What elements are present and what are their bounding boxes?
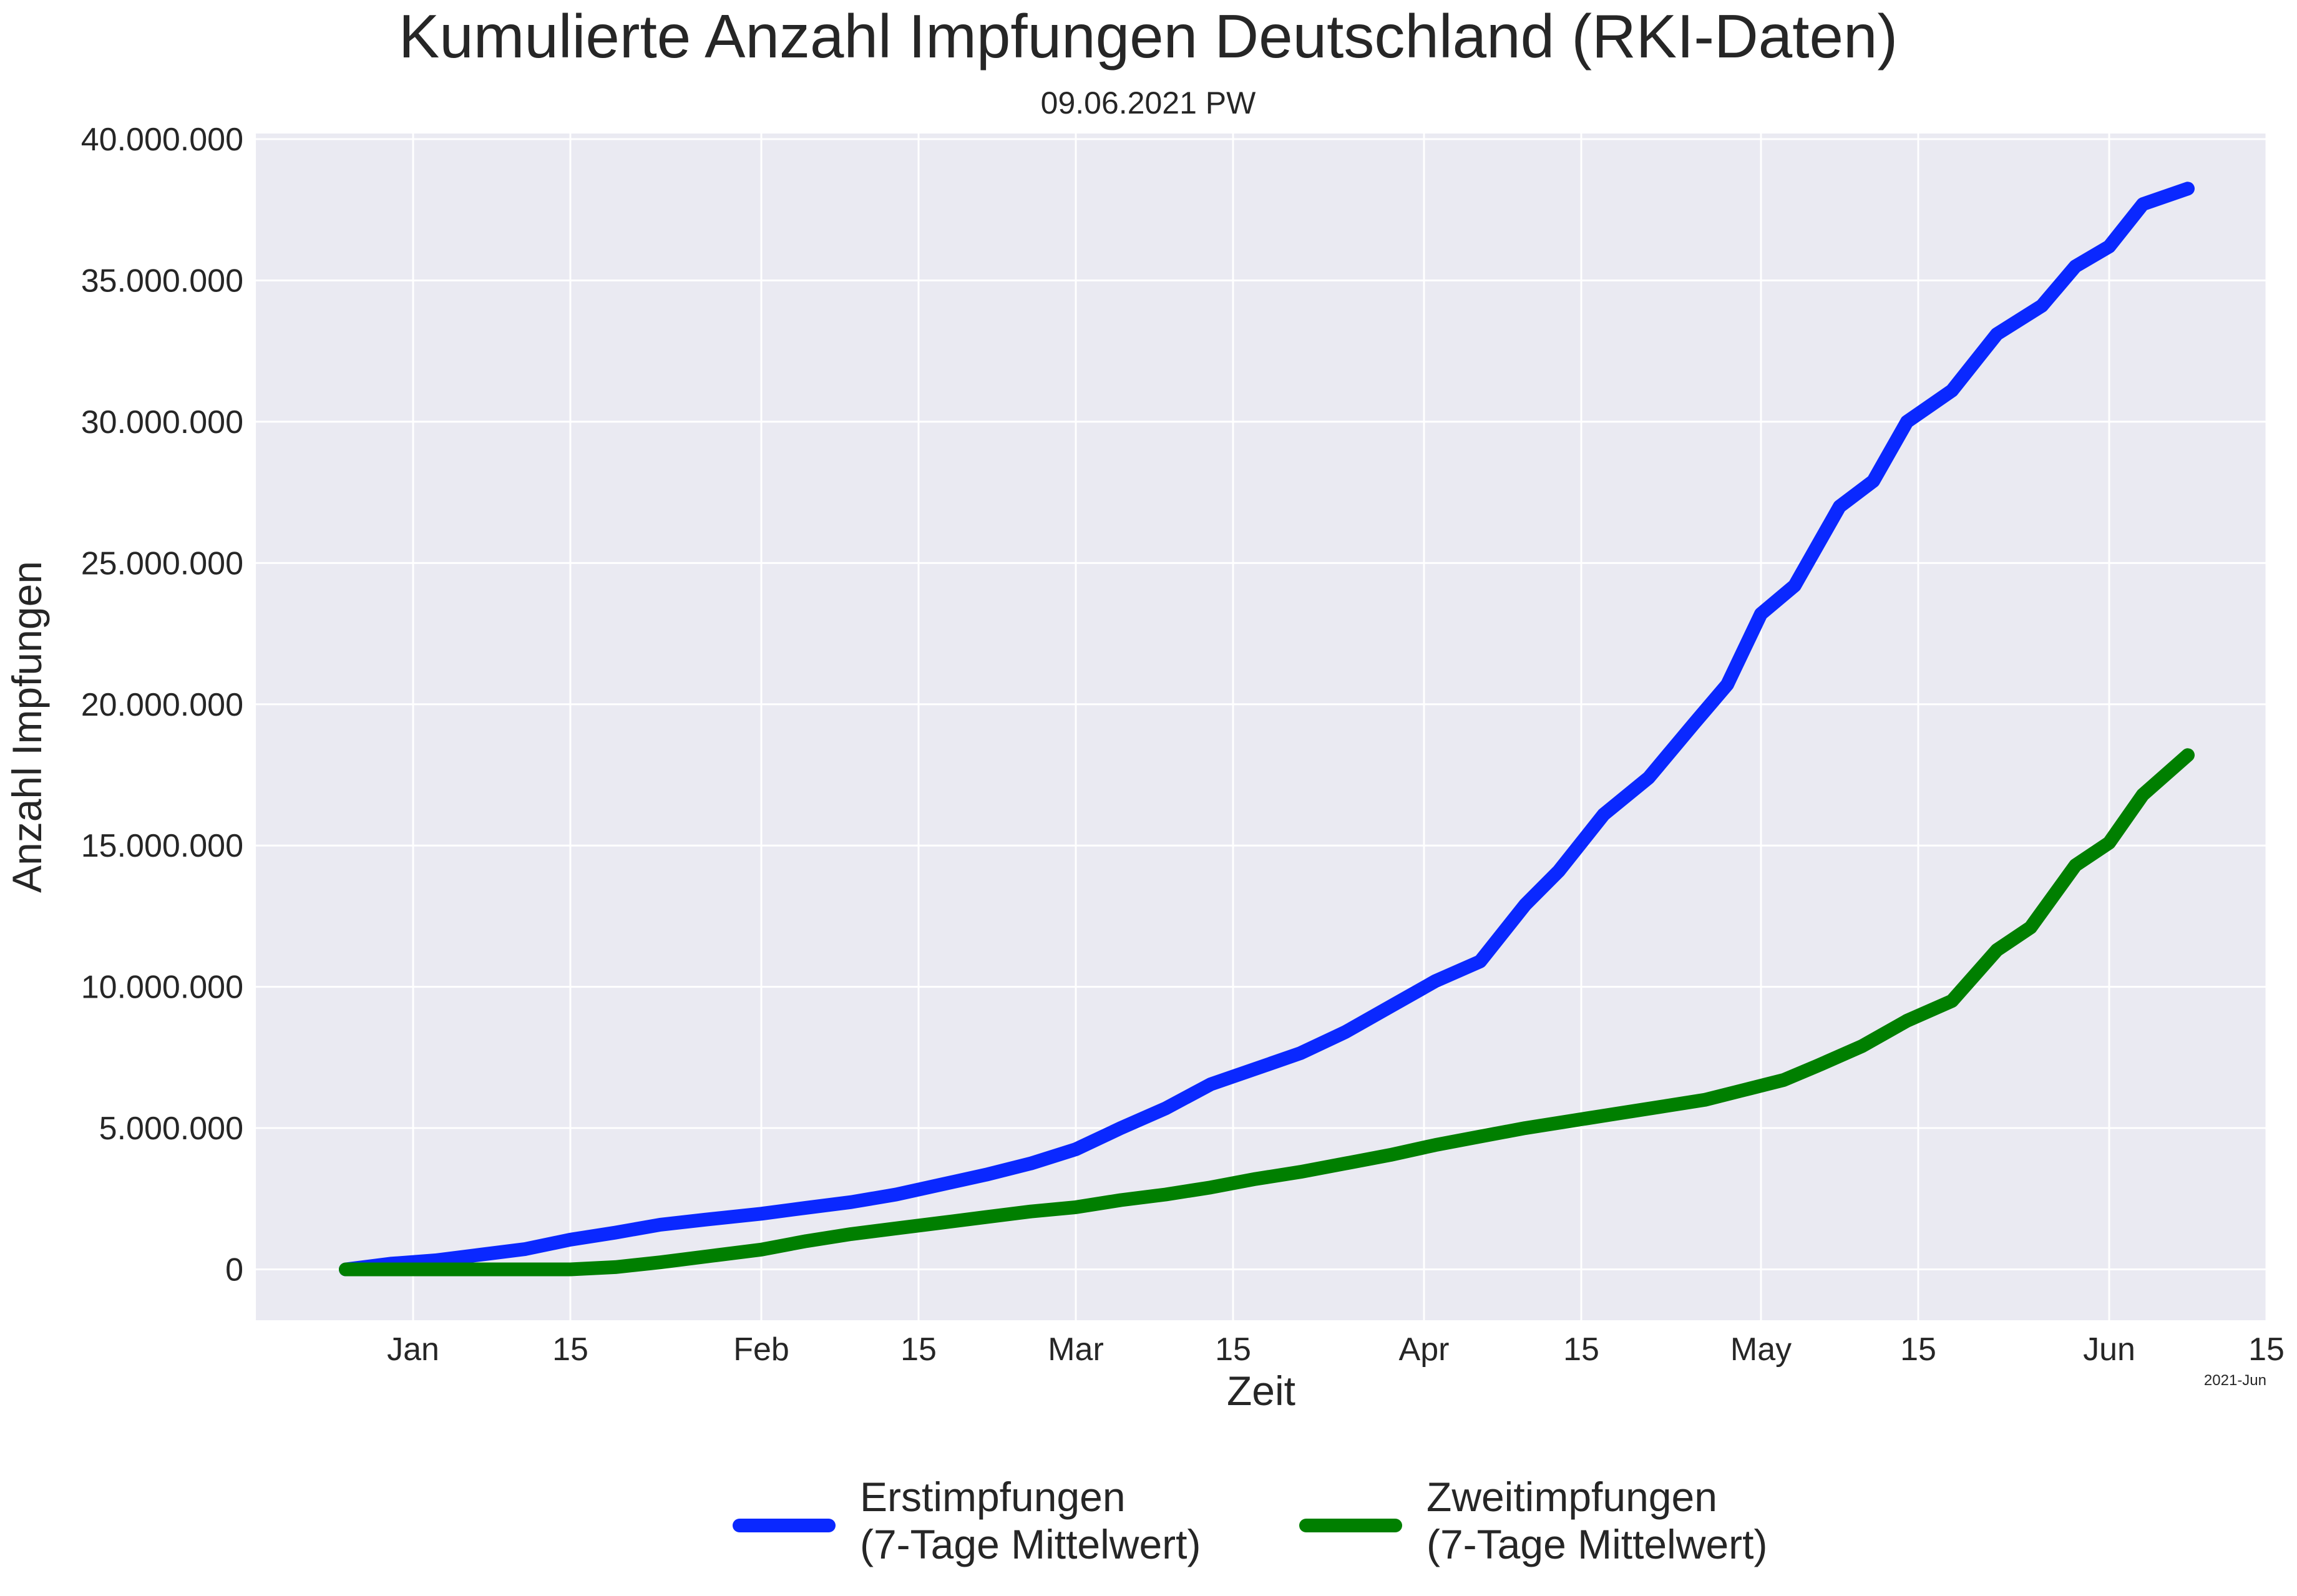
grid [256,134,2268,1320]
x-axis-label: Zeit [1227,1368,1295,1414]
x-axis-offset-label: 2021-Jun [2204,1372,2266,1389]
x-tick-label: 15 [1900,1331,1936,1368]
x-tick-label: 15 [900,1331,937,1368]
x-tick-label: 15 [1563,1331,1599,1368]
y-tick-label: 30.000.000 [81,404,243,440]
chart-title: Kumulierte Anzahl Impfungen Deutschland … [399,2,1898,71]
y-tick-labels: 0 5.000.000 10.000.000 15.000.000 20.000.000… [81,122,243,1288]
legend-label-erstimpfungen: Erstimpfungen (7-Tage Mittelwert) [860,1474,1201,1567]
x-tick-label: Apr [1399,1331,1450,1368]
x-tick-label: Mar [1048,1331,1104,1368]
y-tick-label: 10.000.000 [81,970,243,1006]
y-tick-label: 0 [225,1252,243,1288]
x-tick-labels: Jan 15 Feb 15 Mar 15 Apr 15 May 15 Jun 15 [387,1331,2285,1368]
chart-subtitle: 09.06.2021 PW [1041,85,1256,120]
y-tick-label: 20.000.000 [81,687,243,723]
series-lines [339,182,2195,1277]
series-line-1 [339,748,2195,1277]
legend-item-erstimpfungen: Erstimpfungen (7-Tage Mittelwert) [733,1474,1201,1567]
y-axis-label: Anzahl Impfungen [4,561,50,893]
x-tick-label: 15 [1215,1331,1251,1368]
y-tick-label: 35.000.000 [81,263,243,299]
y-tick-label: 5.000.000 [99,1111,243,1147]
y-tick-label: 15.000.000 [81,828,243,864]
x-tick-label: 15 [2248,1331,2285,1368]
plot-area [256,134,2266,1320]
legend: Erstimpfungen (7-Tage Mittelwert) Zweitim… [733,1474,1767,1567]
x-tick-label: May [1730,1331,1792,1368]
legend-item-zweitimpfungen: Zweitimpfungen (7-Tage Mittelwert) [1299,1474,1767,1567]
x-tick-label: 15 [552,1331,588,1368]
legend-label-zweitimpfungen: Zweitimpfungen (7-Tage Mittelwert) [1426,1474,1767,1567]
x-tick-label: Jun [2083,1331,2135,1368]
y-tick-label: 40.000.000 [81,122,243,158]
y-tick-label: 25.000.000 [81,545,243,581]
x-tick-label: Feb [733,1331,789,1368]
series-line-0 [339,182,2195,1277]
x-tick-label: Jan [387,1331,439,1368]
